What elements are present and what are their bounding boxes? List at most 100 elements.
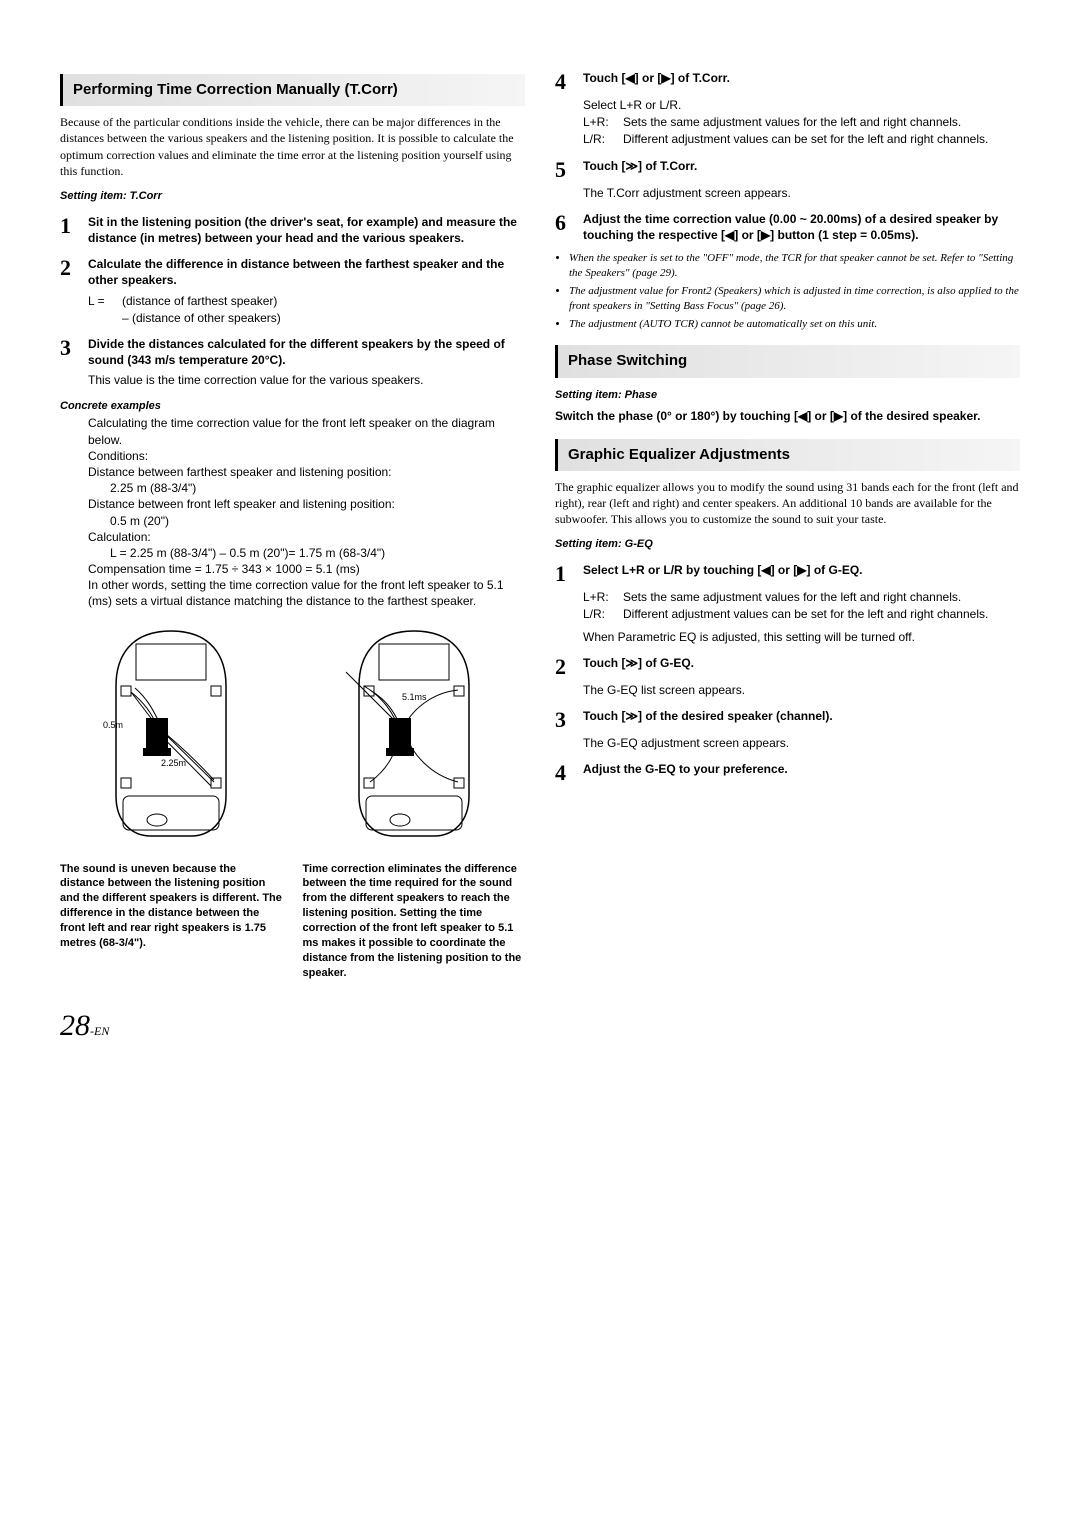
geq-step1-under: When Parametric EQ is adjusted, this set… <box>583 629 1020 645</box>
diag1-label-a: 0.5m <box>103 720 123 730</box>
note-item: When the speaker is set to the "OFF" mod… <box>569 251 1020 281</box>
left-arrow-icon: ◀ <box>798 409 807 423</box>
concrete-line: Distance between front left speaker and … <box>88 496 525 512</box>
right-column: 4 Touch [◀] or [▶] of T.Corr. Select L+R… <box>555 60 1020 1047</box>
geq-intro: The graphic equalizer allows you to modi… <box>555 479 1020 528</box>
def-row: L/R: Different adjustment values can be … <box>583 131 1020 147</box>
tcorr-step5: 5 Touch [≫] of T.Corr. <box>555 158 1020 181</box>
geq-step2-under: The G-EQ list screen appears. <box>583 682 1020 698</box>
note-item: The adjustment value for Front2 (Speaker… <box>569 284 1020 314</box>
text-part: ] or [ <box>771 563 798 577</box>
def-key: L+R: <box>583 589 623 605</box>
step-text: Adjust the G-EQ to your preference. <box>583 761 1020 777</box>
text-part: Select L+R or L/R by touching [ <box>583 563 761 577</box>
section-header-geq: Graphic Equalizer Adjustments <box>555 439 1020 471</box>
page-number: 28-EN <box>60 1006 525 1047</box>
tcorr-step: 1 Sit in the listening position (the dri… <box>60 214 525 246</box>
def-key: L = <box>88 293 122 309</box>
right-arrow-icon: ▶ <box>761 228 770 242</box>
phase-instruction: Switch the phase (0° or 180°) by touchin… <box>555 408 1020 424</box>
concrete-line: Distance between farthest speaker and li… <box>88 464 525 480</box>
note-item: The adjustment (AUTO TCR) cannot be auto… <box>569 317 1020 332</box>
step-number: 2 <box>555 655 583 678</box>
setting-item-geq: Setting item: G-EQ <box>555 537 1020 552</box>
def-val: Different adjustment values can be set f… <box>623 606 1020 622</box>
fast-forward-icon: ≫ <box>625 709 638 723</box>
fast-forward-icon: ≫ <box>625 159 638 173</box>
step2-line: L = (distance of farthest speaker) <box>88 293 525 309</box>
page-suffix: -EN <box>90 1024 109 1038</box>
car-diagram-icon: 5.1ms <box>334 626 494 846</box>
step-number: 6 <box>555 211 583 234</box>
step-number: 2 <box>60 256 88 279</box>
diag2-label: 5.1ms <box>402 692 427 702</box>
diagram-after: 5.1ms Time correction eliminates the dif… <box>303 626 526 981</box>
def-val: Sets the same adjustment values for the … <box>623 114 1020 130</box>
car-diagram-icon: 0.5m 2.25m <box>91 626 251 846</box>
concrete-line: Compensation time = 1.75 ÷ 343 × 1000 = … <box>88 561 525 577</box>
def-val: Sets the same adjustment values for the … <box>623 589 1020 605</box>
text-part: ] of G-EQ. <box>638 656 694 670</box>
text-part: ] button (1 step = 0.05ms). <box>770 228 918 242</box>
geq-step3-under: The G-EQ adjustment screen appears. <box>583 735 1020 751</box>
step-text: Adjust the time correction value (0.00 ~… <box>583 211 1020 243</box>
text-part: Switch the phase (0° or 180°) by touchin… <box>555 409 798 423</box>
caption-before: The sound is uneven because the distance… <box>60 862 283 951</box>
text-part: ] of the desired speaker. <box>843 409 980 423</box>
concrete-line: Calculation: <box>88 529 525 545</box>
text-part: ] of G-EQ. <box>807 563 863 577</box>
caption-after: Time correction eliminates the differenc… <box>303 862 526 981</box>
tcorr-intro: Because of the particular conditions ins… <box>60 114 525 179</box>
text-part: Touch [ <box>583 159 625 173</box>
geq-step: 4 Adjust the G-EQ to your preference. <box>555 761 1020 784</box>
text-part: Adjust the G-EQ to your preference. <box>583 762 788 776</box>
tcorr-step: 3 Divide the distances calculated for th… <box>60 336 525 368</box>
step-number: 4 <box>555 761 583 784</box>
text-part: ] of T.Corr. <box>638 159 697 173</box>
diagram-before: 0.5m 2.25m The sound is uneven because t… <box>60 626 283 981</box>
concrete-line: Conditions: <box>88 448 525 464</box>
concrete-examples-head: Concrete examples <box>60 399 525 414</box>
text-part: Touch [ <box>583 709 625 723</box>
def-row: L+R: Sets the same adjustment values for… <box>583 589 1020 605</box>
def-val: Different adjustment values can be set f… <box>623 131 1020 147</box>
step5-under: The T.Corr adjustment screen appears. <box>583 185 1020 201</box>
concrete-line: Calculating the time correction value fo… <box>88 415 525 447</box>
step-number: 5 <box>555 158 583 181</box>
right-arrow-icon: ▶ <box>834 409 843 423</box>
section-header-tcorr: Performing Time Correction Manually (T.C… <box>60 74 525 106</box>
def-key <box>88 310 122 326</box>
def-val: (distance of farthest speaker) <box>122 293 525 309</box>
right-arrow-icon: ▶ <box>797 563 806 577</box>
concrete-line: In other words, setting the time correct… <box>88 577 525 609</box>
fast-forward-icon: ≫ <box>625 656 638 670</box>
section-header-phase: Phase Switching <box>555 345 1020 377</box>
step-text: Touch [≫] of G-EQ. <box>583 655 1020 671</box>
step-number: 3 <box>555 708 583 731</box>
setting-item-tcorr: Setting item: T.Corr <box>60 189 525 204</box>
geq-step: 3 Touch [≫] of the desired speaker (chan… <box>555 708 1020 731</box>
text-part: ] or [ <box>807 409 834 423</box>
step3-under: This value is the time correction value … <box>88 372 525 388</box>
page-number-value: 28 <box>60 1009 90 1042</box>
geq-step: 1 Select L+R or L/R by touching [◀] or [… <box>555 562 1020 585</box>
concrete-line-value: 2.25 m (88-3/4") <box>110 480 525 496</box>
step-text: Touch [≫] of T.Corr. <box>583 158 1020 174</box>
text-part: Touch [ <box>583 656 625 670</box>
def-val: – (distance of other speakers) <box>122 310 525 326</box>
left-arrow-icon: ◀ <box>625 71 634 85</box>
step-text: Touch [◀] or [▶] of T.Corr. <box>583 70 1020 86</box>
step-text: Touch [≫] of the desired speaker (channe… <box>583 708 1020 724</box>
step-number: 3 <box>60 336 88 359</box>
left-arrow-icon: ◀ <box>725 228 734 242</box>
step-number: 1 <box>60 214 88 237</box>
step-text: Sit in the listening position (the drive… <box>88 214 525 246</box>
geq-step: 2 Touch [≫] of G-EQ. <box>555 655 1020 678</box>
text-part: ] or [ <box>635 71 662 85</box>
setting-item-phase: Setting item: Phase <box>555 388 1020 403</box>
step-text: Divide the distances calculated for the … <box>88 336 525 368</box>
left-column: Performing Time Correction Manually (T.C… <box>60 60 525 1047</box>
step-text: Calculate the difference in distance bet… <box>88 256 525 288</box>
diag1-label-b: 2.25m <box>161 758 186 768</box>
tcorr-step: 2 Calculate the difference in distance b… <box>60 256 525 288</box>
